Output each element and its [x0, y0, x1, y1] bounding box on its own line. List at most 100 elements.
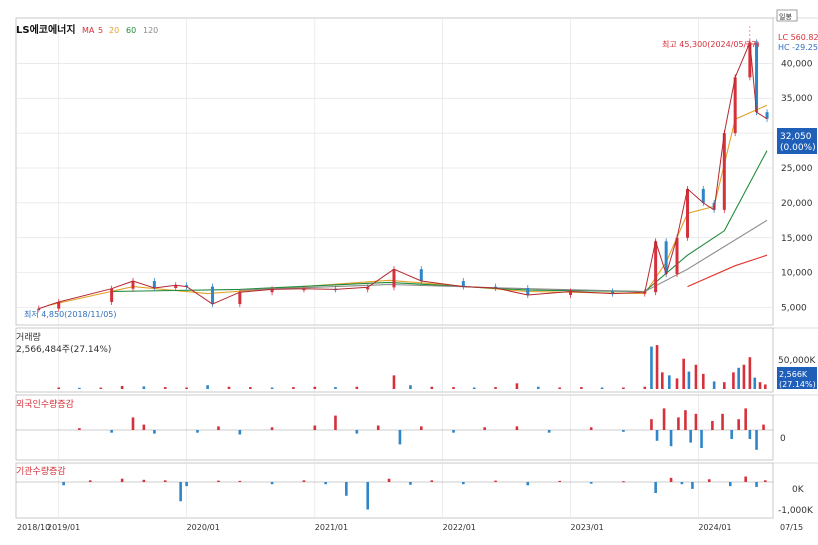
price-candle — [366, 287, 370, 290]
institution_panel-bar — [387, 478, 391, 482]
ma-legend-item: 20 — [109, 26, 119, 35]
volume_panel-bar — [409, 385, 412, 389]
institution_panel-bar — [744, 476, 747, 482]
foreign_panel-bar — [762, 424, 765, 430]
volume-axis-tick: 50,000K — [778, 356, 816, 366]
volume_panel-bar — [580, 387, 583, 389]
institution_panel-bar — [62, 482, 65, 486]
institution_panel-bar — [755, 482, 758, 487]
foreign-title: 외국인수량증감 — [16, 398, 74, 410]
panel-frame-inst — [15, 462, 774, 519]
volume_panel-bar — [600, 387, 604, 389]
institution_panel-bar — [185, 482, 188, 487]
institution_panel-bar — [163, 480, 167, 482]
price-candle — [152, 281, 156, 289]
price-candle — [110, 288, 114, 302]
volume_panel-bar — [99, 387, 103, 389]
price-candle — [494, 286, 498, 289]
volume_panel-bar — [675, 378, 679, 389]
lc-label: LC 560.82% — [778, 33, 818, 42]
institution_panel-bar — [526, 482, 530, 486]
foreign_panel-bar — [737, 419, 740, 430]
x-tick-label: 07/15 — [780, 523, 803, 532]
ma-line-60 — [111, 150, 768, 293]
volume_panel-bar — [643, 386, 647, 389]
price-candle — [211, 286, 215, 305]
volume-badge — [777, 367, 817, 389]
institution_panel-bar — [462, 482, 465, 485]
volume_panel-bar — [558, 387, 561, 389]
foreign_panel-bar — [622, 430, 625, 432]
price-candle — [419, 269, 423, 282]
x-tick-label: 2022/01 — [443, 523, 476, 532]
price-candle — [270, 289, 274, 293]
ma-line-5 — [687, 254, 768, 288]
volume_panel-bar — [270, 387, 274, 389]
institution_panel-bar — [558, 480, 561, 482]
price-candle — [569, 291, 573, 295]
volume_panel-bar — [206, 385, 209, 389]
institution_panel-bar — [366, 482, 370, 510]
price-tick-label: 40,000 — [781, 59, 813, 69]
foreign_panel-bar — [700, 430, 703, 448]
high-annotation: 최고 45,300(2024/05/27) — [662, 39, 760, 49]
foreign_panel-bar — [142, 424, 146, 430]
volume_panel-bar — [313, 386, 317, 389]
institution_panel-bar — [707, 479, 711, 482]
current-price-badge — [777, 128, 817, 154]
volume_panel-bar — [694, 364, 698, 389]
foreign_panel-bar — [270, 427, 274, 430]
volume-badge-change: (27.14%) — [779, 380, 816, 389]
x-tick-label: 2018/10 — [17, 523, 50, 532]
volume_panel-bar — [227, 386, 231, 389]
institution-bars — [16, 476, 773, 510]
institution_panel-bar — [88, 480, 92, 482]
volume_panel-bar — [292, 387, 295, 389]
current-change: (0.00%) — [780, 143, 816, 153]
foreign_panel-bar — [547, 430, 551, 433]
price-candle — [238, 292, 242, 305]
panel-frame-fr — [15, 394, 774, 461]
volume_panel-bar — [472, 387, 476, 389]
institution_panel-bar — [669, 477, 673, 482]
low-annotation: 최저 4,850(2018/11/05) — [24, 309, 117, 319]
volume_panel-bar — [758, 382, 762, 389]
price-axis: 5,00010,00015,00020,00025,00030,00035,00… — [781, 59, 813, 313]
volume_panel-bar — [249, 387, 252, 389]
foreign_panel-bar — [689, 430, 692, 443]
institution_panel-bar — [763, 480, 767, 482]
price-candle — [57, 301, 61, 309]
volume-value: 2,566,484주(27.14%) — [16, 344, 111, 355]
volume_panel-bar — [701, 373, 705, 389]
volume_panel-bar — [687, 371, 691, 389]
foreign_panel-bar — [721, 413, 724, 430]
x-tick-label: 2023/01 — [571, 523, 604, 532]
institution_panel-bar — [120, 478, 124, 482]
institution_panel-bar — [430, 480, 434, 482]
period-badge[interactable] — [776, 9, 798, 22]
foreign_panel-bar — [217, 426, 220, 430]
volume_panel-bar — [494, 387, 497, 389]
volume_panel-bar — [748, 357, 752, 389]
foreign_panel-bar — [196, 430, 199, 433]
price-area — [37, 26, 769, 313]
volume_panel-bar — [732, 372, 735, 389]
foreign_panel-bar — [662, 408, 666, 430]
volume_panel-bar — [185, 387, 188, 389]
foreign_panel-bar — [730, 430, 733, 439]
volume_panel-bar — [712, 381, 716, 389]
price-candle — [185, 285, 189, 287]
volume-bars — [57, 345, 767, 389]
ma-legend-item: 5 — [98, 26, 103, 35]
volume_panel-bar — [355, 386, 359, 389]
foreign_panel-bar — [684, 410, 687, 430]
foreign_panel-bar — [110, 430, 113, 433]
price-candle — [302, 288, 306, 291]
volume_panel-bar — [622, 387, 625, 389]
x-tick-label: 2024/01 — [698, 523, 731, 532]
volume_panel-bar — [668, 375, 671, 389]
volume_panel-bar — [753, 377, 757, 389]
volume_panel-bar — [661, 372, 664, 389]
x-tick-label: 2019/01 — [47, 523, 80, 532]
